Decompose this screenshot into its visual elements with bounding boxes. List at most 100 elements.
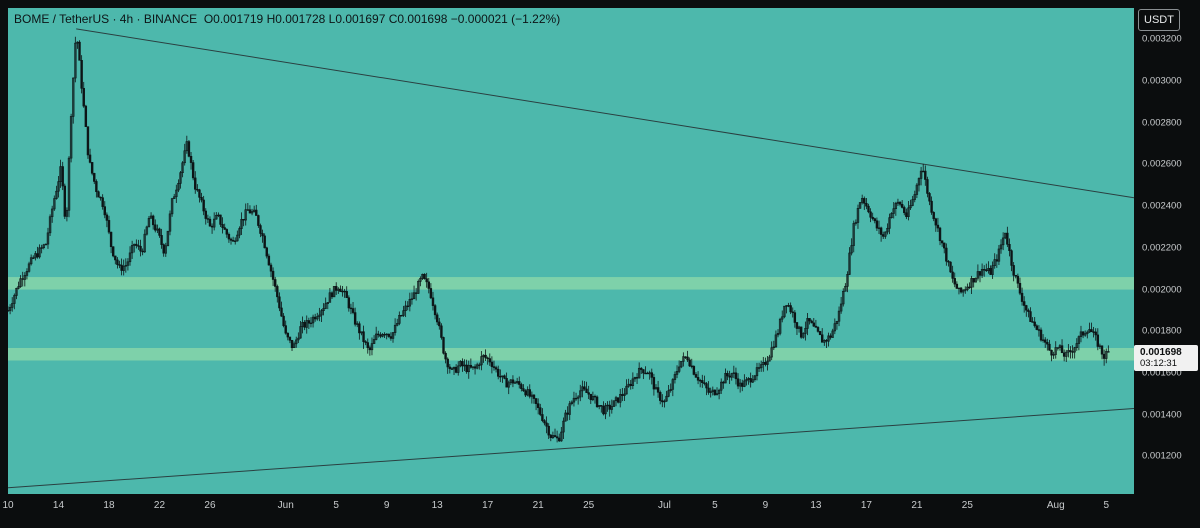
candle-body xyxy=(442,337,445,354)
candle-body xyxy=(507,382,510,388)
candle-body xyxy=(246,209,250,211)
candle-body xyxy=(446,358,449,368)
candle-body xyxy=(374,333,378,340)
candle-body xyxy=(429,288,433,299)
time-tick-label: 26 xyxy=(204,500,216,511)
candle-body xyxy=(980,269,984,276)
candle-body xyxy=(713,389,717,395)
candle-body xyxy=(894,203,898,209)
candle-body xyxy=(688,359,691,367)
candle-body xyxy=(162,244,165,254)
candle-body xyxy=(461,361,464,367)
candle-body xyxy=(1022,301,1026,306)
candle-body xyxy=(328,292,332,303)
candle-body xyxy=(917,178,921,186)
change-value: −0.000021 (−1.22%) xyxy=(450,12,561,26)
candle-body xyxy=(194,177,197,190)
candle-body xyxy=(602,405,605,415)
candle-body xyxy=(433,305,437,316)
candle-body xyxy=(926,179,929,194)
candle-body xyxy=(431,297,435,306)
candle-body xyxy=(109,231,113,248)
candle-body xyxy=(1060,345,1064,354)
candle-body xyxy=(467,364,470,373)
candle-body xyxy=(356,323,359,325)
candle-body xyxy=(509,379,513,384)
candle-body xyxy=(957,287,961,290)
candle-body xyxy=(250,211,254,214)
candle-body xyxy=(818,331,822,336)
candle-body xyxy=(680,361,683,368)
candle-body xyxy=(505,378,508,388)
candle-body xyxy=(234,240,237,243)
candle-body xyxy=(276,286,279,298)
candle-body xyxy=(968,286,971,289)
price-axis[interactable]: 0.003200 0.003000 0.002800 0.002600 0.002400… xyxy=(1134,8,1200,494)
candle-body xyxy=(410,298,414,300)
candle-body xyxy=(1048,343,1051,351)
candle-body xyxy=(560,431,563,442)
plot-area[interactable] xyxy=(8,8,1134,494)
candle-body xyxy=(1001,237,1005,246)
candle-body xyxy=(640,367,643,370)
candle-body xyxy=(667,390,670,397)
candle-body xyxy=(86,126,90,156)
candle-body xyxy=(349,307,353,310)
time-axis[interactable]: 10 14 18 22 26 Jun 5 9 13 17 21 25 Jul 5 9 13 17 21 25 Aug 5 xyxy=(0,494,1134,528)
candle-body xyxy=(475,364,479,369)
candle-body xyxy=(126,261,130,266)
candle-body xyxy=(1029,311,1032,322)
candle-body xyxy=(389,336,393,339)
currency-button[interactable]: USDT xyxy=(1138,9,1180,31)
candle-body xyxy=(595,396,599,408)
candle-body xyxy=(659,392,662,401)
candle-body xyxy=(385,333,388,336)
candle-body xyxy=(248,209,252,214)
price-tick-label: 0.001600 xyxy=(1142,367,1182,379)
candle-body xyxy=(183,150,186,164)
candle-body xyxy=(273,279,277,287)
candle-body xyxy=(932,212,935,220)
candle-body xyxy=(766,360,769,365)
candle-body xyxy=(482,354,485,357)
candle-body xyxy=(900,203,904,208)
candle-body xyxy=(360,331,363,334)
candle-body xyxy=(518,381,521,385)
candle-body xyxy=(865,203,868,207)
candle-body xyxy=(1107,351,1110,353)
candle-body xyxy=(320,310,323,316)
candle-body xyxy=(1037,329,1041,331)
candle-body xyxy=(398,315,401,324)
candle-body xyxy=(1054,347,1057,355)
candle-body xyxy=(1062,352,1066,357)
candle-body xyxy=(414,292,418,294)
candle-body xyxy=(804,328,807,334)
candle-body xyxy=(747,378,750,380)
candle-body xyxy=(1050,349,1053,356)
candle-body xyxy=(404,305,407,311)
candle-body xyxy=(783,305,786,318)
candle-body xyxy=(896,201,900,204)
candle-body xyxy=(825,340,828,342)
candle-body xyxy=(882,234,885,237)
price-tick-label: 0.002200 xyxy=(1142,242,1182,254)
candle-body xyxy=(29,257,33,265)
candle-body xyxy=(850,245,853,254)
candle-body xyxy=(65,209,69,217)
candle-body xyxy=(242,219,245,221)
candle-body xyxy=(722,381,725,384)
candle-body xyxy=(983,269,986,271)
candle-body xyxy=(696,377,700,381)
candle-body xyxy=(711,389,715,393)
candle-body xyxy=(438,321,441,327)
candle-body xyxy=(490,361,494,367)
candle-body xyxy=(381,334,384,337)
candle-body xyxy=(778,318,782,334)
candle-body xyxy=(816,327,820,332)
candle-body xyxy=(524,390,527,396)
candle-body xyxy=(730,373,733,378)
candle-body xyxy=(417,281,420,294)
candle-body xyxy=(225,229,229,235)
candle-body xyxy=(297,337,300,341)
candle-body xyxy=(42,244,45,249)
